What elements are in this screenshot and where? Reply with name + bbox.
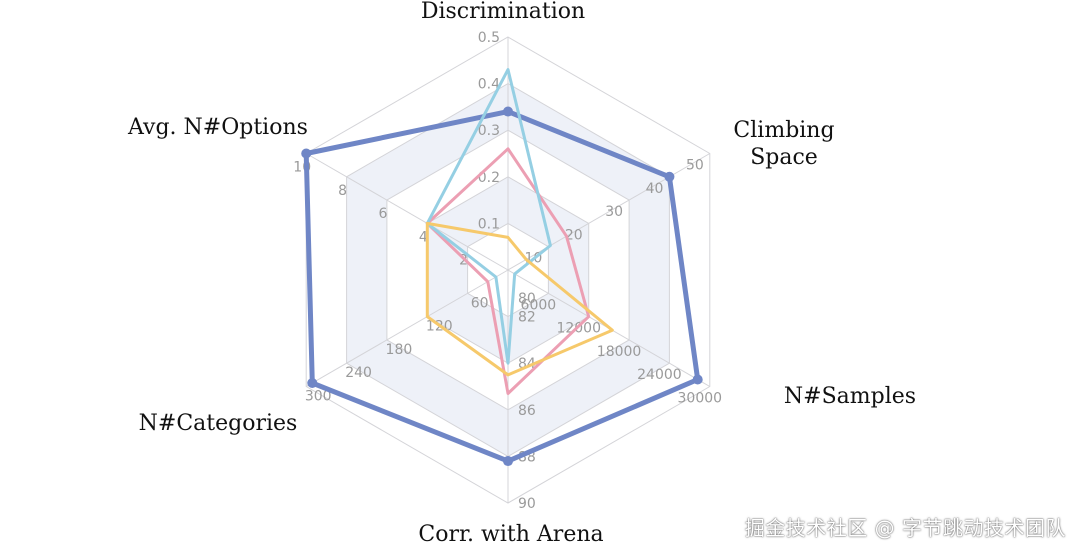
axis-title: Corr. with Arena — [418, 522, 603, 547]
grid-spoke — [305, 269, 509, 387]
series-point — [503, 456, 513, 467]
tick-label: 20 — [565, 227, 583, 243]
tick-label: 6000 — [521, 297, 557, 313]
series-point — [664, 171, 675, 182]
series-point — [307, 378, 318, 389]
tick-label: 86 — [518, 403, 536, 419]
tick-label: 240 — [345, 365, 372, 381]
tick-label: 90 — [518, 496, 536, 512]
series-point — [503, 106, 513, 117]
axis-title: N#Categories — [139, 411, 298, 436]
tick-label: 2 — [459, 253, 468, 269]
tick-label: 24000 — [637, 367, 682, 383]
axis-title: Discrimination — [421, 0, 585, 24]
tick-label: 30000 — [678, 391, 723, 407]
axis-title: Avg. N#Options — [127, 115, 308, 140]
axis-title: Space — [750, 145, 818, 170]
tick-label: 0.4 — [478, 77, 500, 93]
tick-label: 12000 — [556, 321, 601, 337]
tick-label: 180 — [386, 342, 413, 358]
tick-label: 18000 — [597, 344, 642, 360]
tick-label: 82 — [518, 310, 536, 326]
tick-label: 0.2 — [478, 170, 500, 186]
tick-label: 0.5 — [478, 30, 500, 46]
series-point — [692, 374, 703, 385]
grid-spoke — [305, 153, 509, 271]
tick-label: 6 — [378, 206, 387, 222]
watermark: 掘金技术社区 @ 字节跳动技术团队 — [744, 516, 1066, 540]
tick-label: 300 — [305, 389, 332, 405]
tick-label: 4 — [419, 229, 428, 245]
tick-label: 0.3 — [478, 123, 500, 139]
series-line-3 — [425, 221, 614, 377]
tick-label: 40 — [646, 181, 664, 197]
axis-title: Climbing — [733, 118, 834, 143]
tick-label: 50 — [686, 158, 704, 174]
tick-label: 0.1 — [478, 216, 500, 232]
tick-label: 80 — [518, 291, 536, 307]
series-point — [301, 148, 312, 159]
tick-label: 60 — [471, 295, 489, 311]
tick-label: 30 — [605, 204, 623, 220]
axis-title: N#Samples — [784, 384, 916, 409]
tick-label: 8 — [338, 183, 347, 199]
